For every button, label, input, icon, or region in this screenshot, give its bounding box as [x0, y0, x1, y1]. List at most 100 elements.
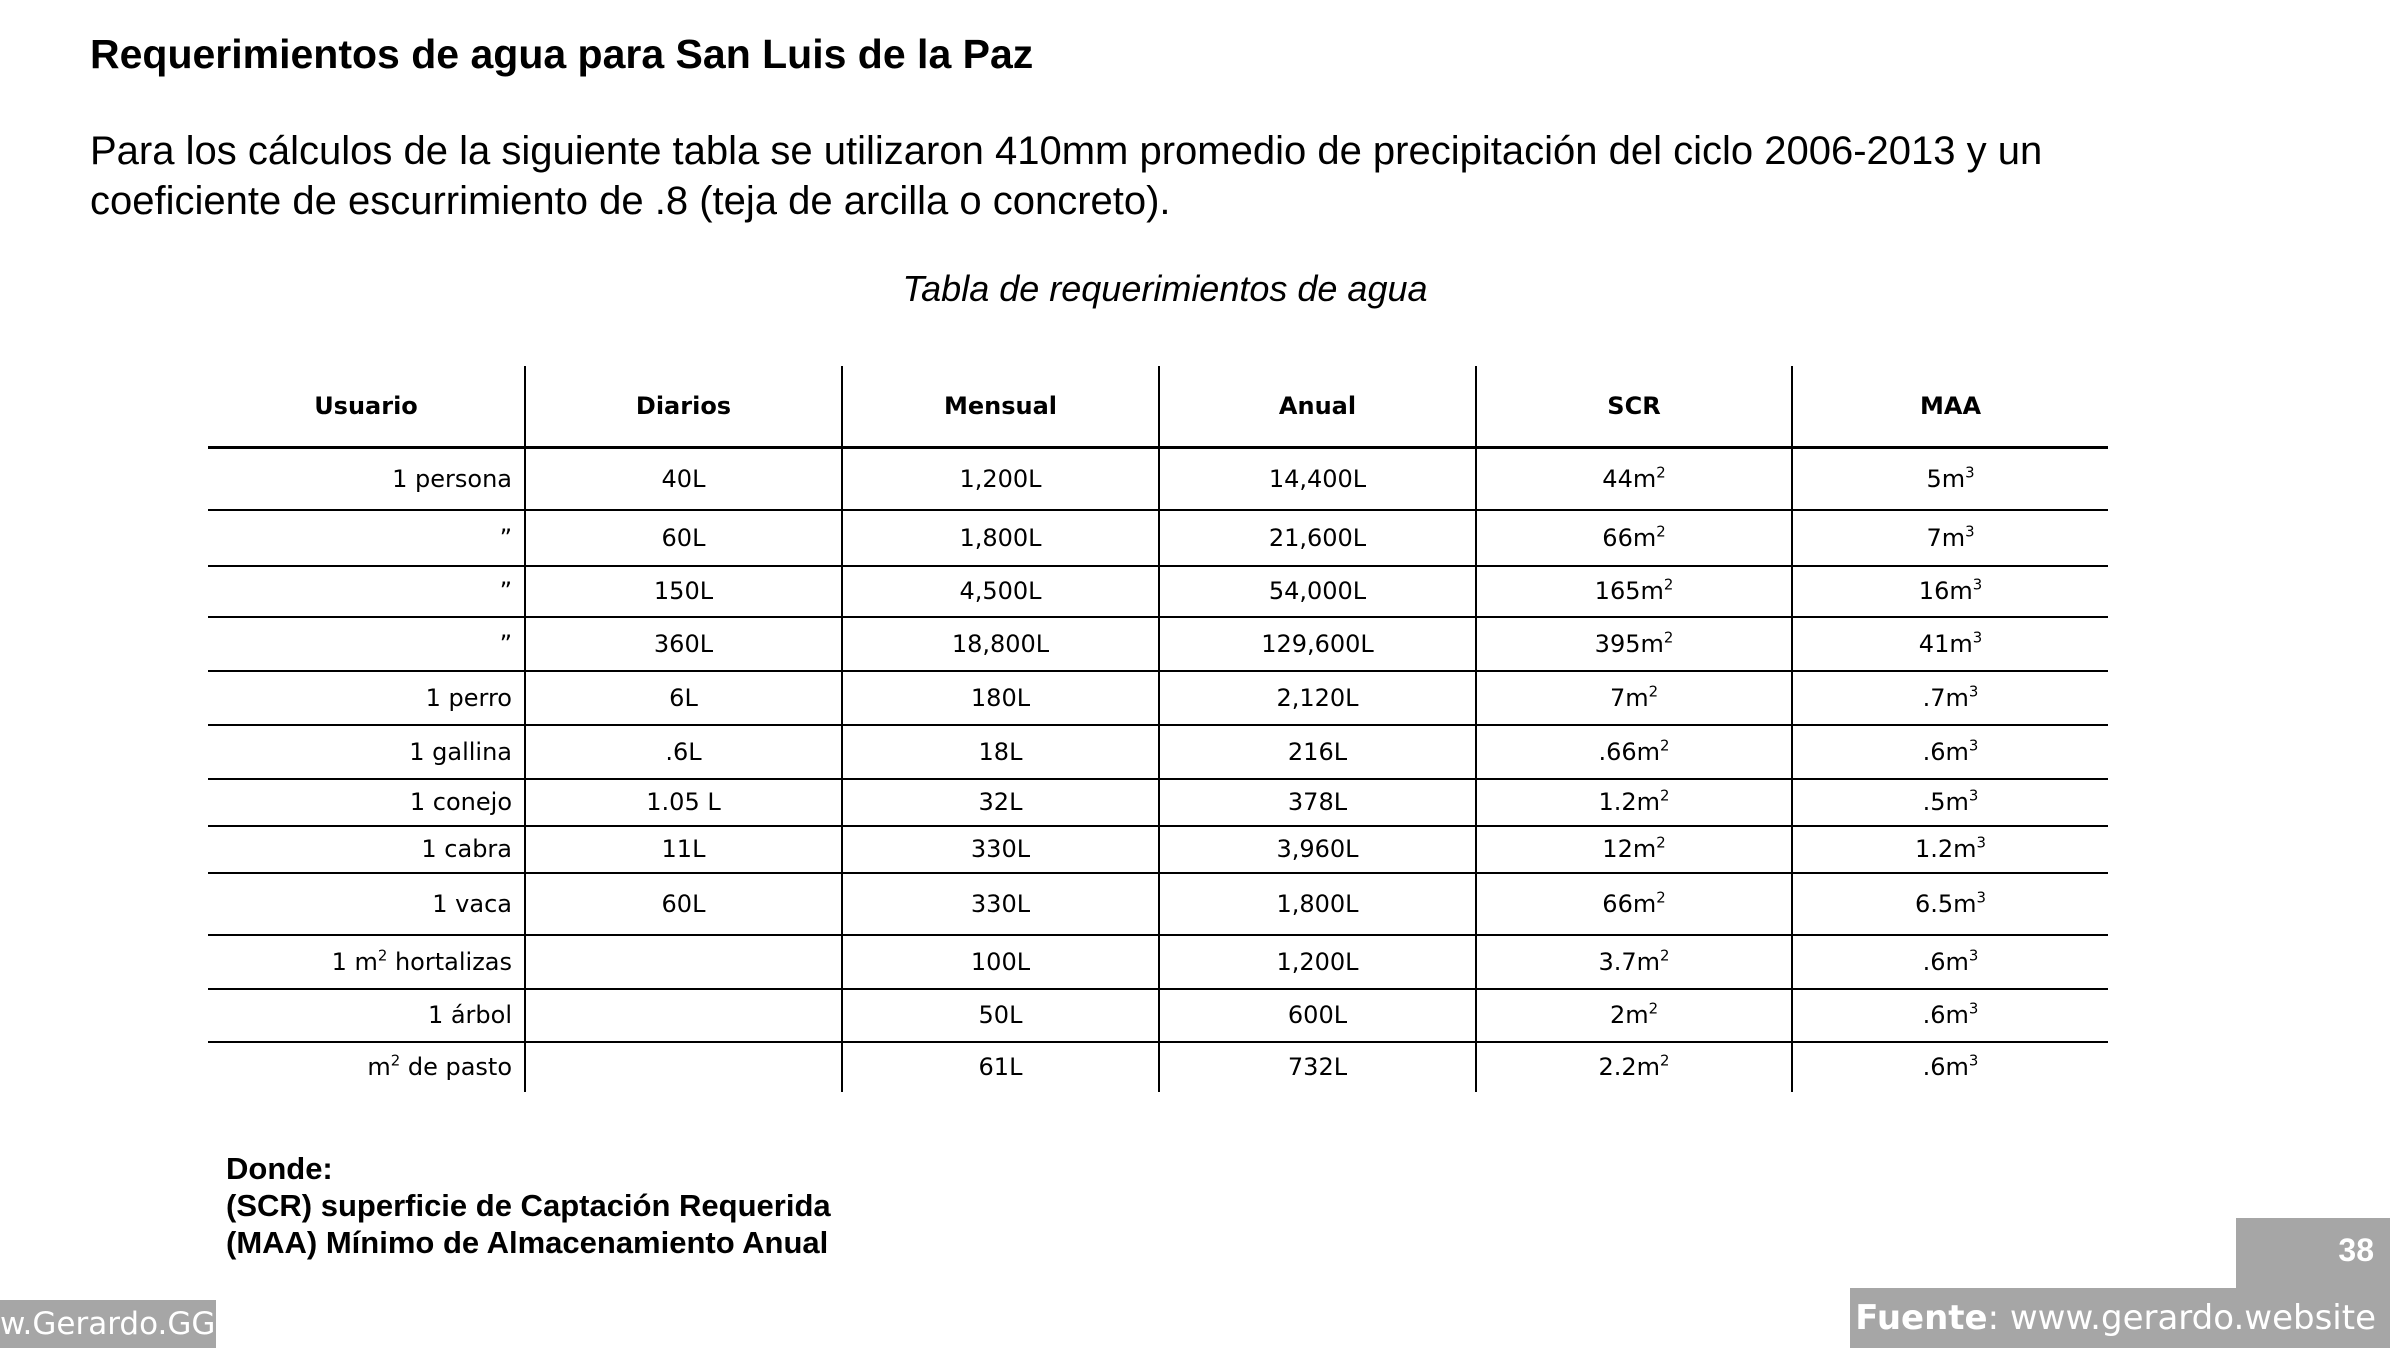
- header-usuario: Usuario: [208, 366, 525, 449]
- cell-maa: 7m3: [1791, 509, 2108, 567]
- cell-maa: .5m3: [1791, 778, 2108, 827]
- cell-diarios: 40L: [524, 447, 842, 511]
- header-scr: SCR: [1475, 366, 1792, 449]
- cell-usuario: 1 gallina: [208, 724, 525, 780]
- cell-anual: 216L: [1158, 724, 1476, 780]
- cell-maa: 16m3: [1791, 565, 2108, 618]
- cell-maa: 5m3: [1791, 447, 2108, 511]
- source-label: Fuente: [1855, 1298, 1988, 1338]
- cell-anual: 3,960L: [1158, 825, 1476, 874]
- cell-mensual: 330L: [841, 872, 1159, 936]
- cell-anual: 1,200L: [1158, 934, 1476, 990]
- page-number-box: 38: [2236, 1218, 2390, 1288]
- source-footer: Fuente: www.gerardo.website: [1850, 1288, 2390, 1348]
- cell-anual: 378L: [1158, 778, 1476, 827]
- watermark-footer: w.Gerardo.GG: [0, 1300, 216, 1348]
- cell-mensual: 4,500L: [841, 565, 1159, 618]
- cell-maa: 41m3: [1791, 616, 2108, 672]
- table-row: 1 gallina .6L 18L 216L .66m2 .6m3: [208, 724, 2108, 780]
- page-number: 38: [2338, 1232, 2374, 1268]
- cell-scr: 44m2: [1475, 447, 1792, 511]
- cell-anual: 2,120L: [1158, 670, 1476, 726]
- table-row: 1 vaca 60L 330L 1,800L 66m2 6.5m3: [208, 872, 2108, 936]
- cell-diarios: 150L: [524, 565, 842, 618]
- cell-scr: 2m2: [1475, 988, 1792, 1043]
- cell-anual: 732L: [1158, 1041, 1476, 1092]
- cell-usuario: 1 persona: [208, 447, 525, 511]
- table-row: ” 60L 1,800L 21,600L 66m2 7m3: [208, 509, 2108, 567]
- cell-scr: 7m2: [1475, 670, 1792, 726]
- legend-maa: (MAA) Mínimo de Almacenamiento Anual: [226, 1225, 829, 1260]
- cell-scr: 66m2: [1475, 509, 1792, 567]
- legend-scr: (SCR) superficie de Captación Requerida: [226, 1188, 831, 1223]
- cell-mensual: 61L: [841, 1041, 1159, 1092]
- cell-usuario: ”: [208, 616, 525, 672]
- cell-scr: 12m2: [1475, 825, 1792, 874]
- intro-paragraph: Para los cálculos de la siguiente tabla …: [90, 129, 2043, 223]
- cell-maa: .6m3: [1791, 1041, 2108, 1092]
- cell-usuario: 1 vaca: [208, 872, 525, 936]
- cell-maa: 6.5m3: [1791, 872, 2108, 936]
- cell-mensual: 32L: [841, 778, 1159, 827]
- table-row: ” 360L 18,800L 129,600L 395m2 41m3: [208, 616, 2108, 672]
- cell-mensual: 100L: [841, 934, 1159, 990]
- cell-scr: 165m2: [1475, 565, 1792, 618]
- cell-scr: 1.2m2: [1475, 778, 1792, 827]
- cell-mensual: 18L: [841, 724, 1159, 780]
- cell-maa: 1.2m3: [1791, 825, 2108, 874]
- table-header-row: Usuario Diarios Mensual Anual SCR MAA: [208, 366, 2108, 449]
- header-mensual: Mensual: [841, 366, 1159, 449]
- cell-diarios: 360L: [524, 616, 842, 672]
- table-row: 1 perro 6L 180L 2,120L 7m2 .7m3: [208, 670, 2108, 726]
- cell-diarios: 1.05 L: [524, 778, 842, 827]
- cell-mensual: 330L: [841, 825, 1159, 874]
- cell-diarios: 60L: [524, 509, 842, 567]
- cell-scr: 66m2: [1475, 872, 1792, 936]
- cell-scr: 395m2: [1475, 616, 1792, 672]
- cell-anual: 129,600L: [1158, 616, 1476, 672]
- cell-usuario: 1 m2 hortalizas: [208, 934, 525, 990]
- cell-maa: .6m3: [1791, 724, 2108, 780]
- cell-maa: .6m3: [1791, 988, 2108, 1043]
- cell-usuario: m2 de pasto: [367, 1051, 512, 1081]
- cell-usuario: 1 árbol: [208, 988, 525, 1043]
- legend-title: Donde:: [226, 1151, 333, 1186]
- table-row: 1 árbol 50L 600L 2m2 .6m3: [208, 988, 2108, 1043]
- cell-diarios: [524, 988, 842, 1043]
- cell-usuario: 1 conejo: [208, 778, 525, 827]
- cell-mensual: 1,200L: [841, 447, 1159, 511]
- cell-diarios: 11L: [524, 825, 842, 874]
- cell-mensual: 50L: [841, 988, 1159, 1043]
- cell-anual: 1,800L: [1158, 872, 1476, 936]
- header-maa: MAA: [1791, 366, 2108, 449]
- abbreviation-legend: Donde: (SCR) superficie de Captación Req…: [226, 1150, 831, 1261]
- header-diarios: Diarios: [524, 366, 842, 449]
- table-row: 1 conejo 1.05 L 32L 378L 1.2m2 .5m3: [208, 778, 2108, 827]
- cell-diarios: [524, 934, 842, 990]
- cell-diarios: 6L: [524, 670, 842, 726]
- cell-usuario: 1 cabra: [208, 825, 525, 874]
- cell-usuario: ”: [208, 565, 525, 618]
- table-row: 1 persona 40L 1,200L 14,400L 44m2 5m3: [208, 447, 2108, 511]
- table-caption: Tabla de requerimientos de agua: [902, 268, 1428, 309]
- slide-heading: Requerimientos de agua para San Luis de …: [90, 31, 1034, 77]
- cell-mensual: 180L: [841, 670, 1159, 726]
- cell-scr: 3.7m2: [1475, 934, 1792, 990]
- table-row: ” 150L 4,500L 54,000L 165m2 16m3: [208, 565, 2108, 618]
- table-row: 1 cabra 11L 330L 3,960L 12m2 1.2m3: [208, 825, 2108, 874]
- cell-diarios: [524, 1041, 842, 1092]
- source-url: : www.gerardo.website: [1987, 1298, 2376, 1338]
- cell-diarios: .6L: [524, 724, 842, 780]
- cell-scr: 2.2m2: [1475, 1041, 1792, 1092]
- water-requirements-table: Usuario Diarios Mensual Anual SCR MAA 1 …: [208, 366, 2108, 1092]
- cell-anual: 54,000L: [1158, 565, 1476, 618]
- table-row: 1 m2 hortalizas 100L 1,200L 3.7m2 .6m3: [208, 934, 2108, 990]
- cell-usuario: ”: [208, 509, 525, 567]
- cell-maa: .7m3: [1791, 670, 2108, 726]
- cell-scr: .66m2: [1475, 724, 1792, 780]
- cell-anual: 21,600L: [1158, 509, 1476, 567]
- cell-mensual: 18,800L: [841, 616, 1159, 672]
- cell-anual: 600L: [1158, 988, 1476, 1043]
- table-row: m2 de pasto 61L 732L 2.2m2 .6m3: [208, 1041, 2108, 1092]
